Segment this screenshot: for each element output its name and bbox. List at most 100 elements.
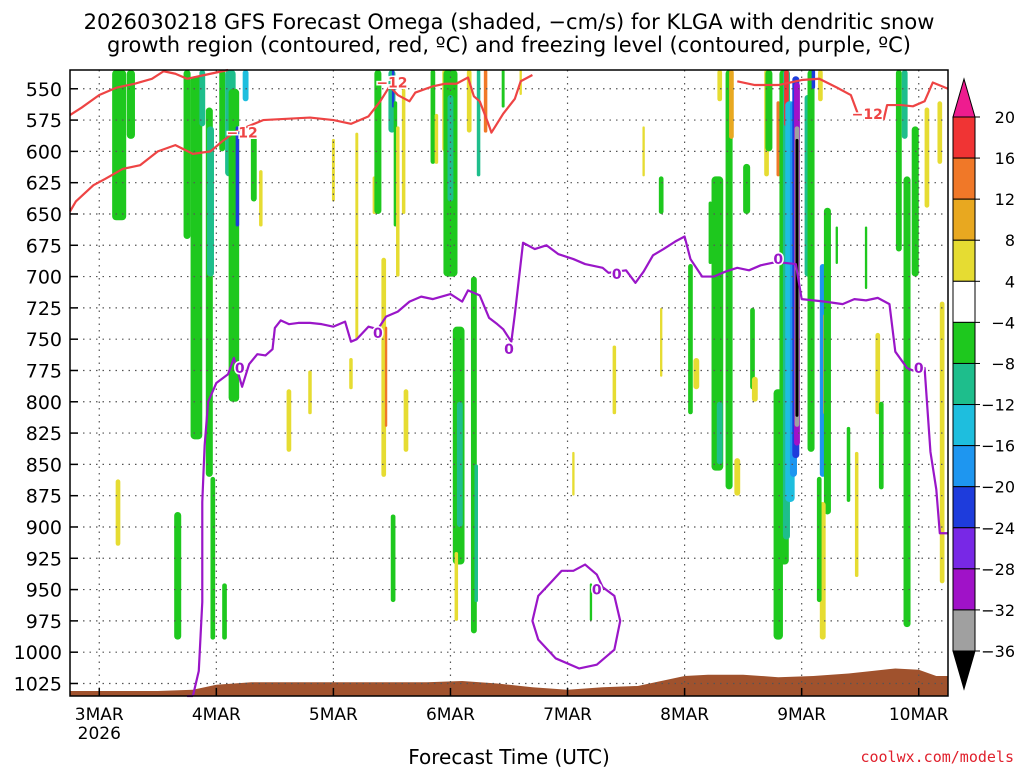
- colorbar-label: 12: [995, 190, 1015, 209]
- omega-shade-cell: [795, 138, 799, 417]
- dgz-contour-line: [69, 68, 229, 116]
- freezing-level-line: [191, 235, 948, 697]
- omega-shade-cell: [807, 70, 815, 452]
- y-tick-label: 850: [26, 454, 62, 476]
- colorbar-label: −12: [981, 396, 1015, 415]
- omega-shade-cell: [183, 70, 191, 240]
- dgz-contour-label: −12: [226, 126, 257, 142]
- y-tick-label: 1025: [14, 673, 62, 695]
- y-tick-label: 600: [26, 141, 62, 163]
- omega-shade-cell: [349, 357, 353, 390]
- y-tick-label: 575: [26, 110, 62, 132]
- x-tick-label: 10MAR: [889, 705, 949, 725]
- omega-shading: [112, 70, 945, 640]
- omega-shade-cell: [835, 226, 838, 265]
- omega-shade-cell: [688, 264, 693, 415]
- omega-shade-cell: [454, 552, 459, 621]
- credit-text: coolwx.com/models: [860, 748, 1014, 766]
- chart-subtitle: growth region (contoured, red, ºC) and f…: [107, 33, 911, 57]
- omega-shade-cell: [572, 451, 575, 496]
- colorbar-label: 20: [995, 108, 1015, 127]
- omega-shade-cell: [818, 70, 823, 102]
- x-axis-label: Forecast Time (UTC): [408, 745, 610, 768]
- omega-shade-cell: [374, 70, 382, 214]
- omega-shade-cell: [939, 301, 945, 584]
- colorbar-swatch: [952, 321, 976, 364]
- contour-lines: −12 −12 −12 0 0 0 0 0 0 0: [69, 68, 949, 698]
- omega-shade-cell: [219, 70, 226, 152]
- omega-shade-cell: [924, 107, 930, 208]
- chart-title: 2026030218 GFS Forecast Omega (shaded, −…: [84, 10, 935, 34]
- omega-shade-cell: [390, 514, 396, 603]
- freezing-level-line: [531, 563, 622, 670]
- omega-shade-cell: [816, 476, 822, 603]
- dgz-contour-line: [737, 77, 859, 115]
- omega-shade-cell: [403, 389, 409, 452]
- terrain-surface: [70, 668, 948, 696]
- omega-shade-cell: [660, 307, 663, 377]
- omega-shade-cell: [434, 113, 439, 164]
- omega-shade-cell: [483, 70, 488, 133]
- dgz-contour-label: −12: [852, 107, 883, 123]
- omega-shade-cell: [174, 511, 182, 640]
- colorbar-swatch: [952, 239, 976, 282]
- omega-shade-cell: [210, 476, 216, 640]
- omega-shade-cell: [878, 401, 884, 490]
- x-year-label: 2026: [78, 724, 121, 744]
- freezing-level-label: 0: [235, 361, 245, 377]
- terrain-layer: [70, 668, 948, 696]
- omega-shade-cell: [937, 101, 943, 164]
- colorbar-arrow-top: [952, 77, 976, 118]
- y-tick-label: 875: [26, 486, 62, 508]
- colorbar-swatch: [952, 116, 976, 159]
- omega-shade-cell: [708, 201, 713, 265]
- grid-lines: [70, 70, 948, 696]
- colorbar-label: −36: [981, 642, 1015, 661]
- omega-shade-cell: [331, 138, 335, 202]
- omega-shade-cell: [729, 70, 734, 139]
- omega-shade-cell: [242, 70, 249, 102]
- omega-shade-cell: [396, 126, 400, 277]
- omega-shade-cell: [199, 70, 206, 127]
- colorbar-label: −4: [991, 313, 1015, 332]
- y-tick-label: 550: [26, 79, 62, 101]
- omega-shade-cell: [693, 357, 700, 390]
- omega-shade-cell: [734, 458, 741, 496]
- omega-shade-cell: [112, 70, 127, 221]
- omega-shade-cell: [501, 70, 505, 108]
- x-tick-label: 8MAR: [660, 705, 709, 725]
- omega-shade-cell: [235, 126, 240, 227]
- colorbar-label: 8: [1005, 231, 1015, 250]
- y-axis: 550 575 600 625 650 675 700 725 750 775 800 825 850 8…: [14, 79, 78, 695]
- plot-frame: [69, 69, 949, 697]
- colorbar-swatch: [952, 198, 976, 241]
- colorbar-arrow-bottom: [952, 650, 976, 691]
- colorbar-swatch: [952, 609, 976, 652]
- y-tick-label: 825: [26, 423, 62, 445]
- colorbar-swatch: [952, 404, 976, 447]
- omega-shade-cell: [658, 176, 664, 214]
- y-tick-label: 750: [26, 329, 62, 351]
- omega-shade-cell: [717, 70, 723, 102]
- omega-shade-cell: [115, 479, 121, 546]
- colorbar-swatch: [952, 445, 976, 488]
- omega-shade-cell: [250, 132, 257, 202]
- omega-shade-cell: [612, 345, 617, 415]
- omega-shade-cell: [765, 70, 773, 152]
- colorbar-swatch: [952, 362, 976, 406]
- omega-shade-cell: [589, 583, 593, 621]
- y-tick-label: 800: [26, 392, 62, 414]
- freezing-level-label: 0: [773, 252, 783, 268]
- colorbar-swatch: [952, 157, 976, 200]
- colorbar-swatch: [952, 527, 976, 570]
- freezing-level-label: 0: [504, 342, 514, 358]
- colorbar-label: −20: [981, 478, 1015, 497]
- x-tick-label: 4MAR: [192, 705, 241, 725]
- y-tick-label: 1000: [14, 642, 62, 664]
- omega-shade-cell: [846, 426, 851, 502]
- freezing-level-label: 0: [592, 583, 602, 599]
- omega-shade-cell: [725, 70, 733, 490]
- dgz-contour-label: −12: [376, 76, 407, 92]
- omega-shade-cell: [430, 70, 436, 164]
- omega-shade-cell: [308, 370, 312, 415]
